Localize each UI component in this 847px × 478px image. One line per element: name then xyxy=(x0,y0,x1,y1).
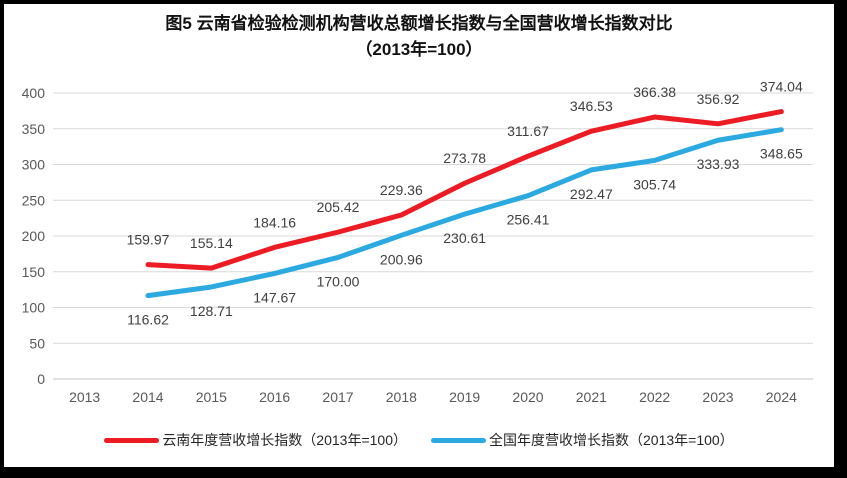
x-tick-label: 2021 xyxy=(576,389,607,405)
data-label: 292.47 xyxy=(570,186,613,202)
x-tick-label: 2023 xyxy=(702,389,733,405)
x-tick-label: 2014 xyxy=(132,389,163,405)
legend-item-national: 全国年度营收增长指数（2013年=100） xyxy=(431,430,734,450)
y-tick-label: 250 xyxy=(22,192,46,208)
data-label: 374.04 xyxy=(760,79,803,95)
y-tick-label: 300 xyxy=(22,157,46,173)
x-tick-label: 2020 xyxy=(512,389,543,405)
x-tick-label: 2016 xyxy=(259,389,290,405)
data-label: 155.14 xyxy=(190,235,233,251)
data-label: 128.71 xyxy=(190,303,233,319)
data-label: 147.67 xyxy=(253,289,296,305)
chart-legend: 云南年度营收增长指数（2013年=100） 全国年度营收增长指数（2013年=1… xyxy=(4,430,834,450)
y-tick-label: 200 xyxy=(22,228,46,244)
line-chart: 0 50 100 150 200 250 300 350 400 2013 2014 2015 2016… xyxy=(22,79,813,405)
data-label: 184.16 xyxy=(253,214,296,230)
y-tick-label: 150 xyxy=(22,264,46,280)
data-label: 256.41 xyxy=(507,212,550,228)
x-tick-label: 2022 xyxy=(639,389,670,405)
data-label: 200.96 xyxy=(380,251,423,267)
y-tick-label: 350 xyxy=(22,121,46,137)
legend-label-national: 全国年度营收增长指数（2013年=100） xyxy=(489,432,734,448)
data-label: 229.36 xyxy=(380,182,423,198)
series-line xyxy=(145,127,784,299)
x-tick-label: 2015 xyxy=(196,389,227,405)
data-label: 366.38 xyxy=(633,84,676,100)
chart-title-line2: （2013年=100） xyxy=(355,40,483,59)
data-label: 205.42 xyxy=(317,199,360,215)
data-label: 333.93 xyxy=(697,156,740,172)
y-tick-label: 0 xyxy=(37,371,45,387)
y-tick-label: 100 xyxy=(22,300,46,316)
chart-title-line1: 图5 云南省检验检测机构营收总额增长指数与全国营收增长指数对比 xyxy=(165,14,673,33)
y-tick-label: 400 xyxy=(22,85,46,101)
series-line xyxy=(145,109,784,271)
chart-title: 图5 云南省检验检测机构营收总额增长指数与全国营收增长指数对比 （2013年=1… xyxy=(4,11,834,63)
national-line-icon xyxy=(431,437,486,443)
x-tick-label: 2018 xyxy=(386,389,417,405)
data-label: 230.61 xyxy=(443,230,486,246)
data-label: 311.67 xyxy=(507,123,549,139)
legend-label-yunnan: 云南年度营收增长指数（2013年=100） xyxy=(162,432,407,448)
data-label: 356.92 xyxy=(697,91,740,107)
x-tick-label: 2017 xyxy=(322,389,353,405)
data-label: 348.65 xyxy=(760,146,803,162)
data-label: 159.97 xyxy=(127,232,170,248)
x-tick-label: 2024 xyxy=(766,389,797,405)
data-label: 305.74 xyxy=(633,176,676,192)
data-label: 170.00 xyxy=(317,273,360,289)
data-label: 116.62 xyxy=(127,312,169,328)
data-label: 273.78 xyxy=(443,150,486,166)
y-tick-label: 50 xyxy=(29,335,45,351)
x-tick-label: 2013 xyxy=(69,389,100,405)
yunnan-line-icon xyxy=(104,437,160,443)
legend-item-yunnan: 云南年度营收增长指数（2013年=100） xyxy=(104,430,407,450)
x-tick-label: 2019 xyxy=(449,389,480,405)
data-label: 346.53 xyxy=(570,98,613,114)
